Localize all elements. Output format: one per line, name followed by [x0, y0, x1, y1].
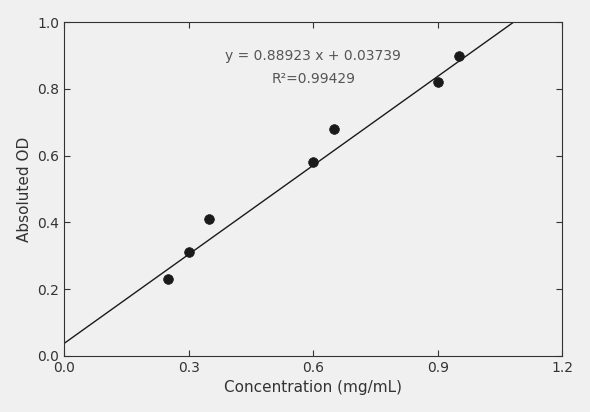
Point — [163, 276, 173, 283]
Point — [309, 159, 318, 166]
Point — [329, 126, 339, 132]
Point — [433, 79, 442, 86]
Point — [454, 52, 463, 59]
Point — [205, 216, 214, 222]
Y-axis label: Absoluted OD: Absoluted OD — [17, 136, 32, 242]
Point — [184, 249, 194, 256]
X-axis label: Concentration (mg/mL): Concentration (mg/mL) — [224, 380, 402, 396]
Text: y = 0.88923 x + 0.03739: y = 0.88923 x + 0.03739 — [225, 49, 401, 63]
Text: R²=0.99429: R²=0.99429 — [271, 72, 355, 86]
